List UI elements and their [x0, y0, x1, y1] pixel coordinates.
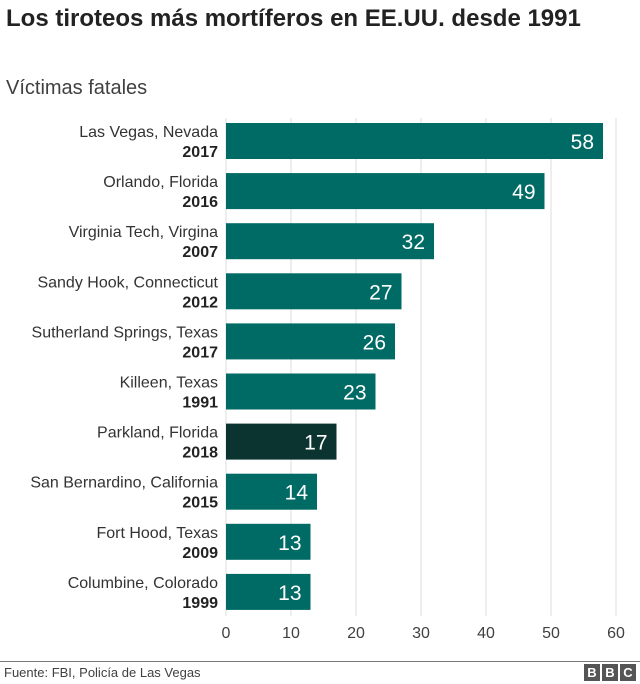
- x-tick-label: 30: [412, 625, 430, 642]
- category-year: 2018: [182, 445, 218, 462]
- bar: [226, 373, 376, 410]
- x-tick-label: 40: [477, 625, 495, 642]
- category-year: 2016: [182, 194, 218, 211]
- bar: [226, 273, 402, 310]
- footer-divider: [0, 661, 640, 662]
- bar: [226, 323, 395, 360]
- data-label: 13: [278, 532, 301, 555]
- x-tick-label: 10: [282, 625, 300, 642]
- chart-subtitle: Víctimas fatales: [6, 77, 148, 99]
- category-label: San Bernardino, California: [30, 475, 218, 492]
- bar-chart: 0 10 20 30 40 50 60 58 Las Vegas, Nevada 2017 49 Or…: [30, 118, 625, 642]
- source-note: Fuente: FBI, Policía de Las Vegas: [4, 665, 201, 680]
- x-tick-label: 20: [347, 625, 365, 642]
- category-label: Killeen, Texas: [120, 375, 218, 392]
- category-year: 2012: [182, 294, 218, 311]
- bar: [226, 123, 603, 159]
- bar: [226, 423, 337, 460]
- category-label: Columbine, Colorado: [68, 575, 218, 592]
- bar: [226, 473, 317, 510]
- category-label: Sandy Hook, Connecticut: [37, 274, 218, 291]
- data-label: 58: [571, 131, 594, 154]
- bar: [226, 523, 311, 560]
- data-label: 49: [512, 181, 535, 204]
- data-label: 32: [402, 231, 425, 254]
- data-label: 27: [369, 281, 392, 304]
- category-year: 2017: [182, 344, 218, 361]
- x-tick-label: 0: [222, 625, 231, 642]
- data-label: 23: [343, 382, 366, 405]
- category-year: 2009: [182, 545, 218, 562]
- category-year: 1991: [182, 395, 218, 412]
- category-label: Orlando, Florida: [103, 174, 218, 191]
- x-tick-label: 50: [542, 625, 560, 642]
- category-label: Virginia Tech, Virgina: [69, 224, 219, 241]
- category-label: Fort Hood, Texas: [96, 525, 218, 542]
- data-label: 14: [285, 482, 309, 505]
- data-label: 17: [304, 432, 327, 455]
- bar: [226, 223, 434, 260]
- category-label: Sutherland Springs, Texas: [32, 324, 218, 341]
- bar: [226, 573, 311, 610]
- category-year: 2017: [182, 144, 218, 161]
- bar: [226, 173, 545, 210]
- category-label: Parkland, Florida: [97, 425, 218, 442]
- data-label: 13: [278, 582, 301, 605]
- category-year: 1999: [182, 595, 218, 612]
- category-year: 2015: [182, 495, 218, 512]
- chart-title: Los tiroteos más mortíferos en EE.UU. de…: [6, 5, 581, 32]
- x-tick-label: 60: [607, 625, 625, 642]
- category-label: Las Vegas, Nevada: [79, 124, 218, 141]
- data-label: 26: [363, 331, 386, 354]
- category-year: 2007: [182, 244, 218, 261]
